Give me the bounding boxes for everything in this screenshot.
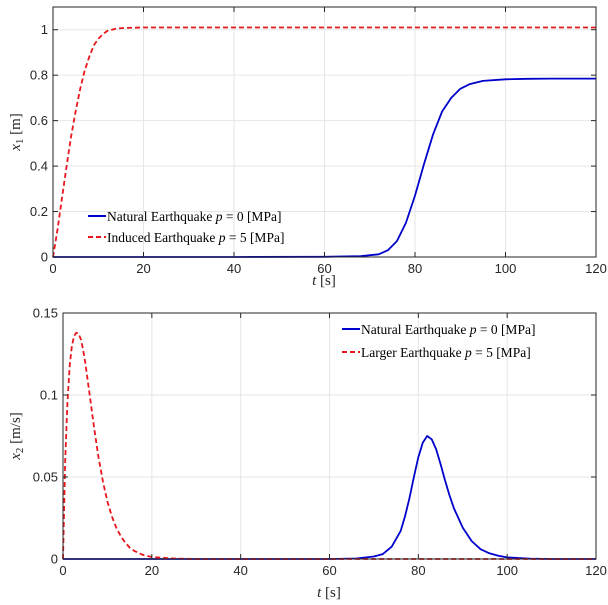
x-tick-label: 20 (145, 563, 159, 578)
series-line-0 (63, 435, 596, 560)
y-tick-label: 0.8 (30, 68, 48, 83)
x-tick-label: 100 (496, 563, 518, 578)
y-tick-label: 0 (51, 552, 58, 567)
x-tick-label: 0 (59, 563, 66, 578)
y-tick-label: 0.4 (30, 159, 48, 174)
legend-entry-induced: Induced Earthquake p = 5 [MPa] (107, 230, 284, 245)
legend-entry-larger: Larger Earthquake p = 5 [MPa] (361, 345, 531, 360)
y-tick-label: 0.15 (33, 306, 58, 321)
plot-bottom-ylabel: x2 [m/s] (8, 412, 26, 461)
plot-bottom-ticks: 0 20 40 60 80 100 120 0 0.05 0.1 0.15 (33, 306, 607, 579)
x-tick-label: 100 (495, 261, 517, 276)
plot-top-ylabel: x1 [m] (8, 113, 26, 152)
x-tick-label: 60 (317, 261, 331, 276)
x-tick-label: 20 (136, 261, 150, 276)
legend-entry-natural-bottom: Natural Earthquake p = 0 [MPa] (361, 322, 535, 337)
x-tick-label: 40 (233, 563, 247, 578)
x-tick-label: 120 (585, 563, 607, 578)
x-tick-label: 0 (49, 261, 56, 276)
plot-top-grid (53, 7, 596, 257)
plot-top-ticks: 0 20 40 60 80 100 120 0 0.2 0.4 0.6 0.8 1 (30, 7, 607, 276)
y-tick-label: 0.2 (30, 204, 48, 219)
series-line-1 (52, 26, 596, 258)
y-tick-label: 0.6 (30, 113, 48, 128)
plot-top-xlabel: t [s] (312, 273, 336, 289)
plot-bottom: 0 20 40 60 80 100 120 0 0.05 0.1 0.15 t [s] x2 [m/… (8, 306, 607, 602)
x-tick-label: 80 (411, 563, 425, 578)
plot-top: 0 20 40 60 80 100 120 0 0.2 0.4 0.6 0.8 1 t [s] x1 [… (8, 6, 607, 289)
x-tick-label: 40 (227, 261, 241, 276)
plot-top-legend: Natural Earthquake p = 0 [MPa] Induced E… (88, 209, 284, 245)
y-tick-label: 1 (41, 22, 48, 37)
x-tick-label: 80 (408, 261, 422, 276)
plot-bottom-xlabel: t [s] (317, 585, 341, 601)
legend-entry-natural: Natural Earthquake p = 0 [MPa] (107, 209, 281, 224)
plot-bottom-grid (63, 313, 596, 559)
y-tick-label: 0 (41, 250, 48, 265)
x-tick-label: 120 (585, 261, 607, 276)
plot-bottom-legend: Natural Earthquake p = 0 [MPa] Larger Ea… (342, 322, 535, 360)
y-tick-label: 0.05 (33, 470, 58, 485)
y-tick-label: 0.1 (40, 388, 58, 403)
x-tick-label: 60 (322, 563, 336, 578)
